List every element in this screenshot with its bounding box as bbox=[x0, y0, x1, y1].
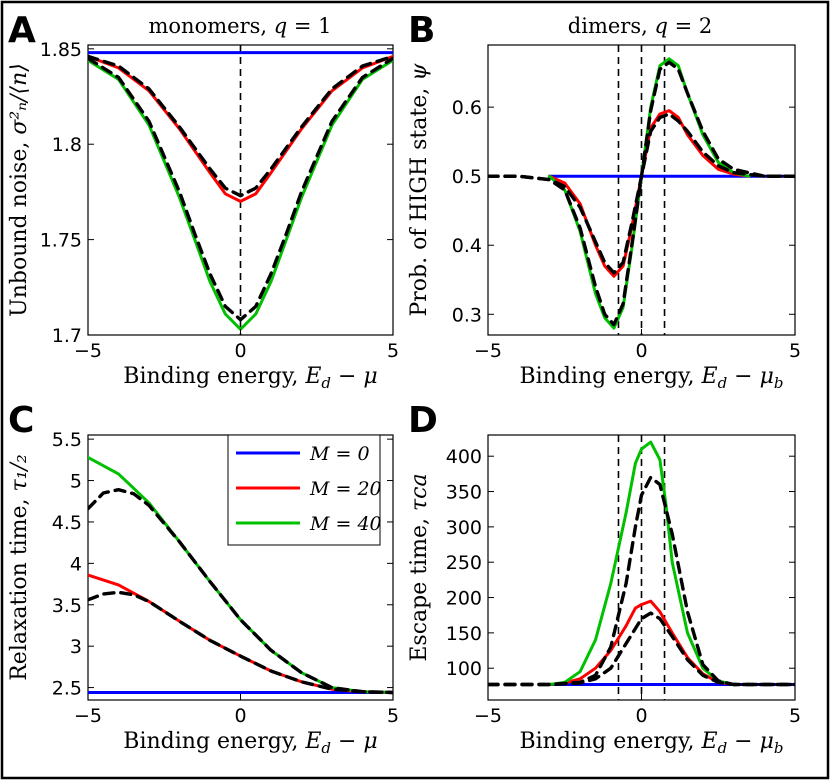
x-tick-label: 5 bbox=[387, 705, 399, 727]
legend-label-m40: M = 40 bbox=[309, 513, 382, 535]
series-line-approx-40 bbox=[488, 475, 795, 687]
x-axis-label: Binding energy, Ed − μb bbox=[519, 729, 783, 757]
x-tick-label: 0 bbox=[635, 340, 647, 362]
x-tick-label: −5 bbox=[474, 705, 502, 727]
y-tick-label: 350 bbox=[446, 482, 482, 504]
panel-title: monomers, q = 1 bbox=[149, 14, 332, 38]
y-tick-label: 400 bbox=[446, 446, 482, 468]
series-line-approx-20 bbox=[88, 54, 393, 198]
x-axis-label: Binding energy, Ed − μ bbox=[123, 729, 377, 757]
y-tick-label: 4 bbox=[70, 553, 82, 575]
y-tick-label: 0.4 bbox=[452, 235, 482, 257]
x-tick-label: 5 bbox=[789, 705, 801, 727]
y-tick-label: 1.7 bbox=[52, 325, 82, 347]
panel-letter: D bbox=[408, 400, 438, 441]
y-tick-label: 0.5 bbox=[452, 166, 482, 188]
y-tick-label: 1.85 bbox=[40, 39, 82, 61]
y-axis-label: Escape time, τca bbox=[407, 473, 432, 661]
legend: M = 0 M = 20 M = 40 bbox=[227, 434, 382, 546]
x-tick-label: −5 bbox=[74, 340, 102, 362]
y-tick-label: 5 bbox=[70, 471, 82, 493]
y-tick-label: 5.5 bbox=[52, 429, 82, 451]
series-line-approx-20 bbox=[88, 590, 393, 695]
series-line-approx-40 bbox=[88, 488, 393, 695]
data-layer bbox=[88, 455, 393, 695]
panel-b: −5 0 5 0.3 0.4 0.5 0.6 B dimers, q = 2 Binding en… bbox=[407, 10, 801, 392]
series-line-m-40 bbox=[547, 440, 736, 686]
x-tick-label: 0 bbox=[635, 705, 647, 727]
x-axis-label: Binding energy, Ed − μ bbox=[123, 364, 377, 392]
y-tick-label: 1.8 bbox=[52, 134, 82, 156]
series-line-approx-40 bbox=[88, 56, 393, 322]
panel-a: −5 0 5 1.7 1.75 1.8 1.85A monomers, q = 1 Bindin… bbox=[7, 10, 399, 392]
y-tick-label: 4.5 bbox=[52, 512, 82, 534]
legend-label-m0: M = 0 bbox=[309, 443, 370, 465]
y-tick-label: 2.5 bbox=[52, 678, 82, 700]
y-axis-label: Prob. of HIGH state, ψ bbox=[407, 63, 432, 317]
y-tick-label: 200 bbox=[446, 588, 482, 610]
x-tick-label: 5 bbox=[789, 340, 801, 362]
legend-label-m20: M = 20 bbox=[309, 478, 382, 500]
series-line-approx-20 bbox=[488, 611, 795, 687]
panel-letter: A bbox=[8, 10, 36, 51]
series-line-approx-40 bbox=[488, 60, 795, 327]
data-layer bbox=[488, 435, 795, 700]
data-layer bbox=[488, 45, 795, 335]
x-tick-label: 0 bbox=[234, 340, 246, 362]
x-tick-label: 5 bbox=[387, 340, 399, 362]
series-line-m-20 bbox=[547, 599, 736, 686]
y-tick-label: 0.6 bbox=[452, 97, 482, 119]
y-tick-label: 250 bbox=[446, 552, 482, 574]
y-tick-label: 1.75 bbox=[40, 230, 82, 252]
panel-letter: B bbox=[408, 10, 435, 51]
panel-letter: C bbox=[8, 400, 34, 441]
panel-d: −5 0 5 100 150 200 250 300 350 400 D Binding energy… bbox=[407, 400, 801, 757]
x-axis-label: Binding energy, Ed − μb bbox=[519, 364, 783, 392]
panel-title: dimers, q = 2 bbox=[568, 14, 712, 38]
y-tick-label: 3 bbox=[70, 636, 82, 658]
y-axis-label: Unbound noise, σ²ₙ/⟨n⟩ bbox=[7, 63, 32, 317]
y-tick-label: 3.5 bbox=[52, 595, 82, 617]
y-tick-label: 0.3 bbox=[452, 304, 482, 326]
x-tick-label: 0 bbox=[234, 705, 246, 727]
y-tick-label: 100 bbox=[446, 658, 482, 680]
y-tick-label: 150 bbox=[446, 623, 482, 645]
x-tick-label: −5 bbox=[74, 705, 102, 727]
x-tick-label: −5 bbox=[474, 340, 502, 362]
y-tick-label: 300 bbox=[446, 517, 482, 539]
y-axis-label: Relaxation time, τ₁/₂ bbox=[7, 454, 32, 681]
